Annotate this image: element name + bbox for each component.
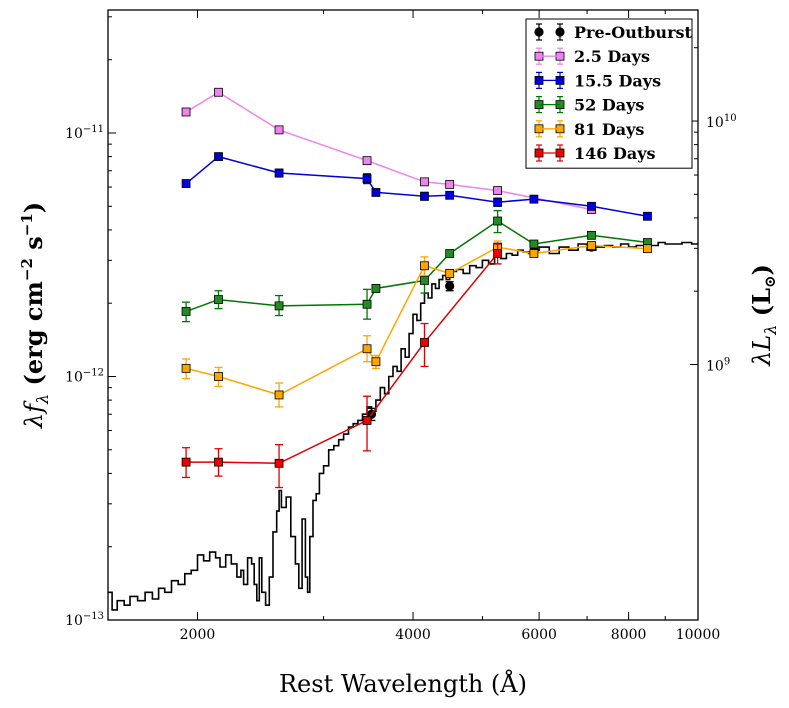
data-point: [214, 87, 223, 97]
data-point: [587, 241, 596, 250]
data-point: [445, 281, 455, 291]
data-point: [274, 168, 284, 178]
data-point: [420, 261, 429, 271]
y-axis-title: λfλ (erg cm−2 s−1): [18, 202, 52, 429]
data-point: [181, 363, 191, 373]
legend-entry: 2.5 Days: [534, 47, 650, 66]
data-point: [214, 295, 223, 304]
y2-tick-label: 1010: [706, 113, 737, 131]
legend-entry: 15.5 Days: [534, 71, 661, 90]
y-tick-label: 10−11: [65, 124, 104, 142]
series-4: [181, 240, 652, 408]
data-point: [420, 338, 429, 347]
legend-label: Pre-Outburst: [574, 23, 693, 42]
data-point: [445, 180, 455, 189]
data-point: [587, 201, 596, 211]
x-tick-label: 10000: [676, 627, 721, 643]
data-point: [371, 357, 381, 367]
data-point: [214, 457, 223, 467]
legend-box: [525, 18, 693, 169]
data-point: [420, 191, 429, 201]
series-0: [366, 242, 597, 422]
legend-label: 81 Days: [574, 120, 644, 139]
legend-entry: 52 Days: [534, 96, 644, 115]
data-point: [493, 249, 503, 258]
data-point: [362, 174, 372, 183]
series-5: [181, 243, 503, 489]
x-tick-label: 6000: [521, 627, 557, 643]
legend-marker: [534, 27, 544, 37]
plot-frame: [107, 9, 699, 621]
data-point: [643, 244, 652, 254]
x-tick-label: 8000: [611, 627, 647, 643]
legend-entry: 81 Days: [534, 120, 644, 139]
data-point: [214, 372, 223, 381]
data-point: [274, 458, 284, 468]
data-point: [362, 416, 372, 425]
data-point: [529, 249, 539, 258]
legend-label: 2.5 Days: [574, 47, 650, 66]
series-2: [181, 152, 652, 221]
legend: Pre-Outburst 2.5 Days 15.5 Days 52 Days 81 D…: [525, 18, 693, 169]
data-point: [493, 186, 503, 196]
data-point: [493, 216, 503, 226]
series-line: [185, 220, 648, 313]
spectrum-line: [108, 241, 698, 611]
legend-label: 15.5 Days: [574, 71, 661, 90]
data-point: [274, 301, 284, 311]
y2-tick-label: 109: [706, 357, 730, 375]
data-point: [181, 457, 191, 467]
data-point: [587, 230, 596, 240]
data-point: [445, 249, 455, 258]
data-point: [643, 211, 652, 221]
data-point: [181, 179, 191, 188]
data-point: [420, 276, 429, 285]
data-point: [529, 239, 539, 249]
data-point: [529, 194, 539, 204]
data-point: [362, 299, 372, 309]
data-point: [181, 307, 191, 316]
legend-label: 52 Days: [574, 96, 644, 115]
series-line: [186, 253, 499, 465]
data-point: [274, 125, 284, 135]
data-point: [371, 284, 381, 293]
data-point: [181, 107, 191, 117]
x-axis-title: Rest Wavelength (Å): [279, 669, 527, 698]
series-1: [181, 87, 596, 214]
data-point: [274, 390, 284, 400]
y-tick-label: 10−13: [65, 611, 104, 629]
data-point: [214, 152, 223, 162]
legend-marker: [555, 27, 565, 37]
data-point: [493, 197, 503, 207]
data-point: [445, 269, 455, 278]
x-tick-label: 4000: [395, 627, 431, 643]
y2-axis-title: λLλ (L⊙): [747, 264, 780, 367]
legend-entry: 146 Days: [534, 144, 656, 163]
x-tick-label: 2000: [180, 627, 216, 643]
data-point: [362, 344, 372, 354]
legend-entry: Pre-Outburst: [534, 23, 693, 42]
data-point: [420, 177, 429, 187]
data-point: [371, 188, 381, 197]
series-3: [181, 209, 652, 323]
series-line: [185, 91, 592, 211]
data-point: [445, 190, 455, 200]
legend-label: 146 Days: [574, 144, 656, 163]
y-tick-label: 10−12: [65, 368, 104, 386]
data-point: [362, 156, 372, 166]
